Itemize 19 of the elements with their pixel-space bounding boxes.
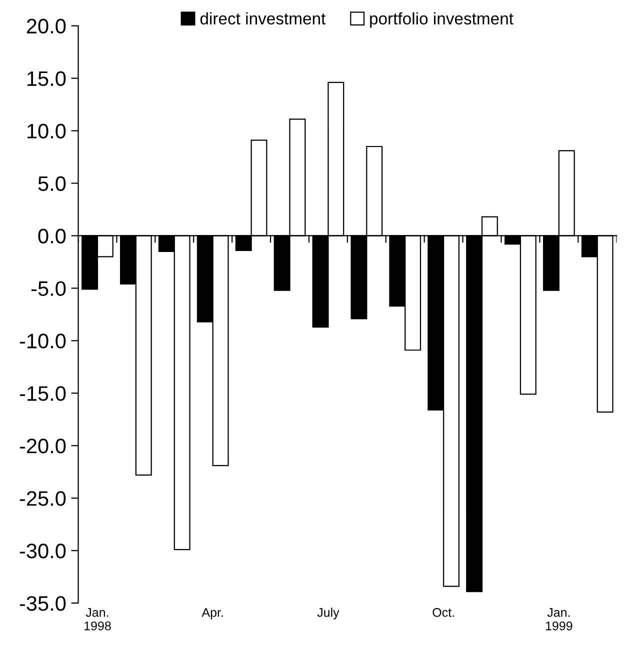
y-tick-label: -20.0 (20, 438, 66, 454)
x-tick-label: Jan. 1998 (84, 608, 111, 630)
y-tick-label: -30.0 (20, 544, 66, 558)
x-tick-label: July (317, 608, 340, 620)
y-tick-label: 0.0 (38, 228, 66, 244)
y-tick-label: -15.0 (20, 386, 66, 401)
y-tick-label: 15.0 (27, 71, 66, 86)
y-tick-label: 5.0 (38, 176, 66, 191)
x-tick-label: Oct. (432, 608, 454, 617)
legend-label: direct investment (200, 12, 326, 24)
y-tick-label: 20.0 (26, 18, 66, 34)
legend-label: portfolio investment (370, 12, 514, 28)
y-tick-label: -35.0 (20, 596, 66, 611)
y-tick-label: -10.0 (20, 334, 66, 348)
x-tick-label: Jan. 1999 (546, 608, 572, 630)
y-tick-label: -5.0 (31, 281, 66, 296)
y-tick-label: -25.0 (20, 491, 66, 506)
y-tick-label: 10.0 (27, 124, 66, 139)
x-tick-label: Apr. (202, 608, 223, 620)
